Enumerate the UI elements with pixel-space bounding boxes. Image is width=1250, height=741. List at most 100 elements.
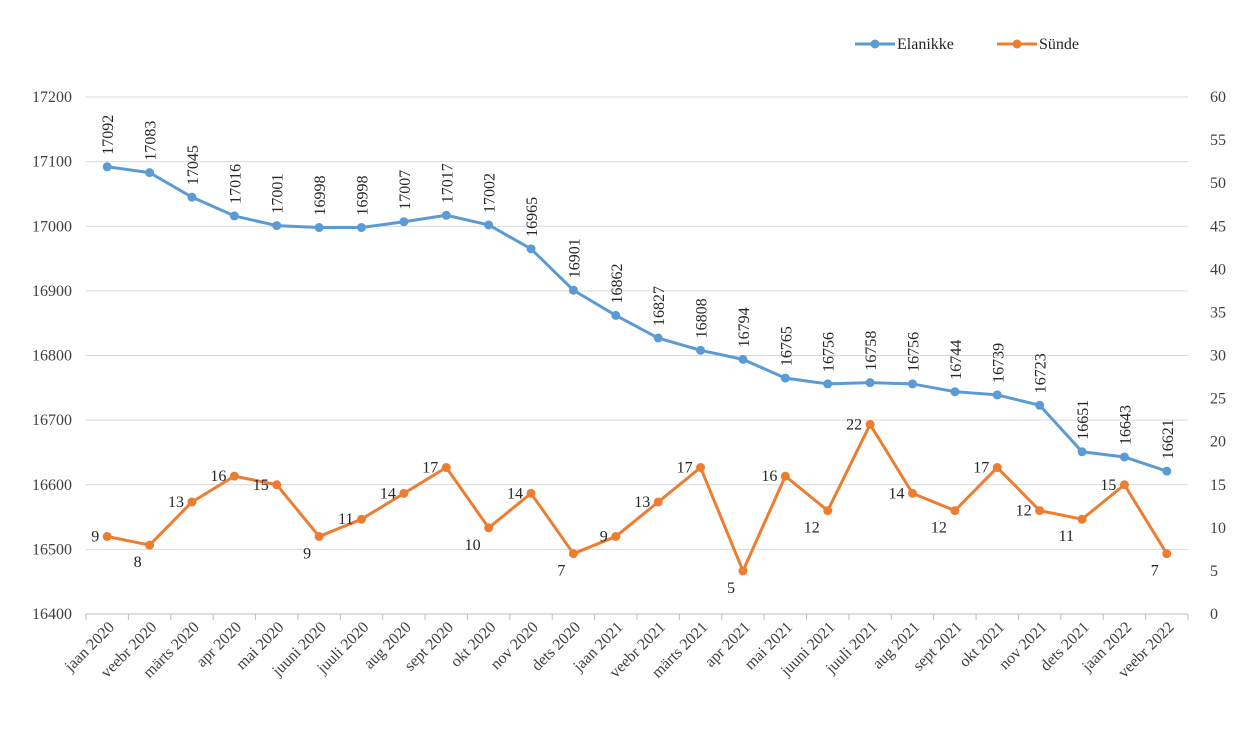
series-point xyxy=(908,488,917,498)
right-axis-tick-label: 50 xyxy=(1210,175,1226,192)
left-axis-tick-label: 16700 xyxy=(32,412,72,429)
right-axis-tick-label: 15 xyxy=(1210,477,1226,494)
data-label: 13 xyxy=(168,494,184,511)
data-label: 16756 xyxy=(821,332,838,372)
left-axis-tick-label: 16800 xyxy=(32,348,72,365)
series-point xyxy=(1035,506,1045,516)
series-point xyxy=(611,310,621,320)
data-label: 14 xyxy=(507,485,523,502)
data-label: 14 xyxy=(889,485,905,502)
data-label: 16758 xyxy=(863,331,880,371)
series-point xyxy=(568,285,578,295)
data-label: 5 xyxy=(727,580,735,597)
data-label: 16643 xyxy=(1117,405,1134,445)
data-label: 16808 xyxy=(694,298,711,338)
left-axis: 16400 16500 16600 16700 16800 16900 17000 17100… xyxy=(32,89,72,623)
data-label: 16756 xyxy=(906,332,923,372)
series-point xyxy=(738,354,748,364)
series-point xyxy=(780,471,790,481)
data-label: 16765 xyxy=(778,326,795,366)
data-label: 17001 xyxy=(270,174,287,214)
data-label: 16998 xyxy=(312,176,329,216)
series-point xyxy=(950,387,960,397)
data-label: 9 xyxy=(91,528,99,545)
series-point xyxy=(145,168,155,178)
data-label: 9 xyxy=(600,528,608,545)
series-point xyxy=(272,221,282,231)
series-line xyxy=(106,422,1169,573)
series-point xyxy=(992,390,1002,400)
data-label: 15 xyxy=(1100,477,1116,494)
series-point xyxy=(1162,466,1172,476)
right-axis-tick-label: 30 xyxy=(1210,348,1226,365)
right-axis-tick-label: 40 xyxy=(1210,261,1226,278)
data-label: 11 xyxy=(1059,528,1074,545)
series-point xyxy=(823,506,833,516)
data-label: 14 xyxy=(380,485,396,502)
data-label: 16723 xyxy=(1033,353,1050,393)
data-label: 15 xyxy=(253,477,269,494)
series-point xyxy=(145,540,155,550)
series-point xyxy=(908,379,917,389)
series-point xyxy=(229,211,239,221)
legend: Elanikke Sünde xyxy=(855,36,1079,53)
data-label: 17 xyxy=(422,460,438,477)
data-label: 11 xyxy=(338,511,353,528)
series-point xyxy=(441,210,451,220)
data-label: 16794 xyxy=(736,307,753,347)
gridlines xyxy=(86,96,1188,615)
series-point xyxy=(992,463,1002,473)
right-axis: 0 5 10 15 20 25 30 35 40 45 50 55 60 xyxy=(1210,89,1226,623)
data-label: 16965 xyxy=(524,197,541,237)
series-point xyxy=(526,488,536,498)
data-label: 12 xyxy=(804,520,820,537)
series-point xyxy=(1162,549,1172,559)
series-point xyxy=(399,488,409,498)
right-axis-tick-label: 45 xyxy=(1210,218,1226,235)
series-point xyxy=(357,514,366,524)
legend-marker xyxy=(870,39,880,49)
left-axis-tick-label: 16600 xyxy=(32,477,72,494)
series-point xyxy=(399,217,409,227)
data-label: 22 xyxy=(846,416,862,433)
series-point xyxy=(950,506,960,516)
series-point xyxy=(314,531,324,541)
data-label: 16651 xyxy=(1075,400,1092,440)
series-point xyxy=(780,373,790,383)
series-point xyxy=(1119,480,1129,490)
series-point xyxy=(314,223,324,233)
series-point xyxy=(229,471,239,481)
left-axis-tick-label: 17000 xyxy=(32,218,72,235)
left-axis-tick-label: 16900 xyxy=(32,283,72,300)
series-point xyxy=(526,244,536,254)
left-axis-tick-label: 16400 xyxy=(32,606,72,623)
data-label: 17017 xyxy=(439,163,456,203)
series-point xyxy=(484,220,494,230)
legend-label: Elanikke xyxy=(897,36,954,53)
data-label: 16827 xyxy=(651,286,668,326)
data-label: 16 xyxy=(210,468,226,485)
series-point xyxy=(653,333,663,343)
data-label: 10 xyxy=(465,537,481,554)
series-point xyxy=(102,531,112,541)
data-label: 17007 xyxy=(397,170,414,210)
left-axis-tick-label: 16500 xyxy=(32,541,72,558)
right-axis-tick-label: 20 xyxy=(1210,434,1226,451)
right-axis-tick-label: 35 xyxy=(1210,304,1226,321)
series-point xyxy=(653,497,663,507)
series-point xyxy=(102,162,112,172)
right-axis-tick-label: 0 xyxy=(1210,606,1218,623)
data-label: 17 xyxy=(677,460,693,477)
left-axis-tick-label: 17200 xyxy=(32,89,72,106)
data-label: 16621 xyxy=(1160,419,1177,459)
data-label: 9 xyxy=(303,545,311,562)
series-point xyxy=(484,523,494,533)
left-axis-tick-label: 17100 xyxy=(32,154,72,171)
data-label: 17045 xyxy=(185,145,202,185)
data-label: 16739 xyxy=(990,343,1007,383)
series-point xyxy=(696,345,706,355)
data-label: 13 xyxy=(634,494,650,511)
series-line xyxy=(106,165,1168,473)
